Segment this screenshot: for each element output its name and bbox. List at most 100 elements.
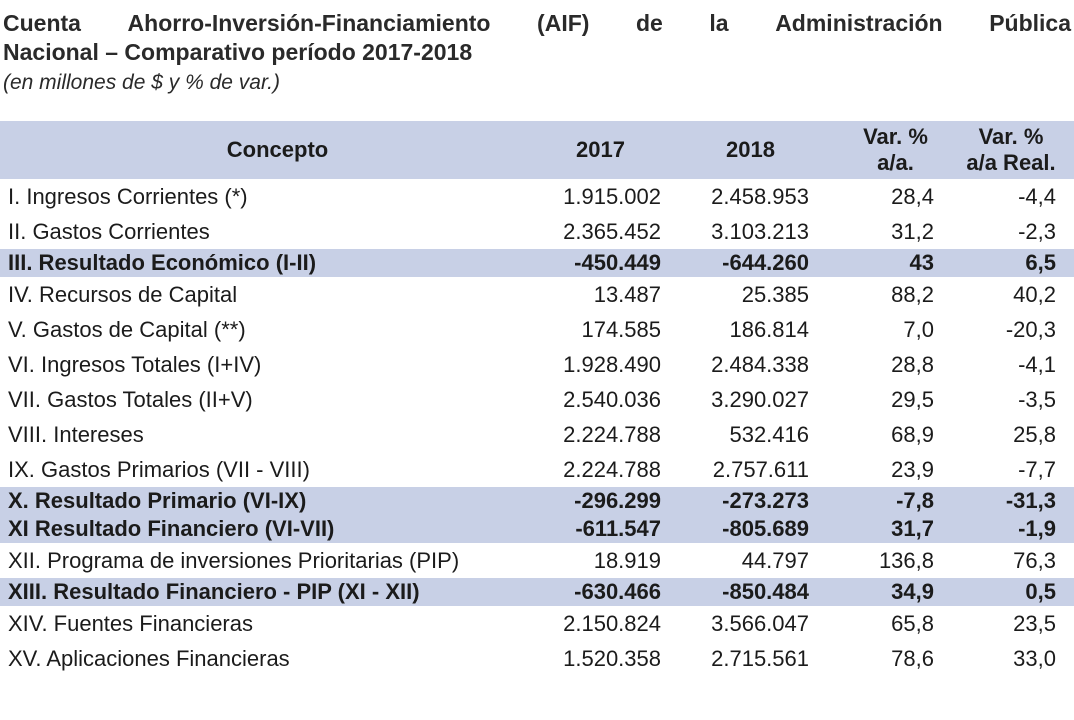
cell-2017: 2.224.788 <box>563 456 661 482</box>
cell-concepto: V. Gastos de Capital (**) <box>8 316 246 342</box>
cell-var-real: -7,7 <box>1018 456 1056 482</box>
table-row: VI. Ingresos Totales (I+IV) 1.928.490 2.48… <box>0 347 1074 382</box>
cell-concepto: II. Gastos Corrientes <box>8 218 210 244</box>
cell-var-aa: -7,8 <box>896 488 934 513</box>
title-word: Ahorro-Inversión-Financiamiento <box>127 10 491 36</box>
cell-2017: 174.585 <box>581 316 661 342</box>
cell-concepto: XI Resultado Financiero (VI-VII) <box>8 516 335 541</box>
cell-var-real: -2,3 <box>1018 218 1056 244</box>
cell-var-aa: 43 <box>909 250 934 275</box>
header-var-real: Var. % a/a Real. <box>938 121 1074 179</box>
table-row: VIII. Intereses 2.224.788 532.416 68,9 25,8 <box>0 417 1074 452</box>
cell-var-aa: 65,8 <box>891 610 934 636</box>
title-word: la <box>709 10 729 36</box>
cell-2018: 186.814 <box>729 316 809 342</box>
cell-2017: 1.928.490 <box>563 351 661 377</box>
cell-concepto: VIII. Intereses <box>8 421 144 447</box>
cell-concepto: VI. Ingresos Totales (I+IV) <box>8 351 262 377</box>
cell-2018: 2.458.953 <box>711 183 809 209</box>
cell-var-aa: 23,9 <box>891 456 934 482</box>
cell-concepto: XII. Programa de inversiones Prioritaria… <box>8 547 460 573</box>
cell-concepto: IX. Gastos Primarios (VII - VIII) <box>8 456 310 482</box>
cell-2018: 3.103.213 <box>711 218 809 244</box>
subtitle: (en millones de $ y % de var.) <box>3 71 281 94</box>
table-row: XII. Programa de inversiones Prioritaria… <box>0 543 1074 578</box>
cell-var-aa: 34,9 <box>891 579 934 604</box>
table-row: II. Gastos Corrientes 2.365.452 3.103.213 3… <box>0 214 1074 249</box>
table-row: V. Gastos de Capital (**) 174.585 186.814 7… <box>0 312 1074 347</box>
table-row: XV. Aplicaciones Financieras 1.520.358 2.7… <box>0 641 1074 676</box>
cell-concepto: VII. Gastos Totales (II+V) <box>8 386 253 412</box>
cell-2017: 1.520.358 <box>563 645 661 671</box>
header-var-real-line2: a/a Real. <box>966 150 1056 175</box>
cell-var-aa: 29,5 <box>891 386 934 412</box>
cell-var-real: -1,9 <box>1018 516 1056 541</box>
cell-2018: 2.757.611 <box>712 456 809 482</box>
table-row: VII. Gastos Totales (II+V) 2.540.036 3.290… <box>0 382 1074 417</box>
cell-2018: -850.484 <box>722 579 809 604</box>
cell-concepto: XV. Aplicaciones Financieras <box>8 645 290 671</box>
cell-var-real: 23,5 <box>1013 610 1056 636</box>
header-var-aa: Var. % a/a. <box>813 121 938 179</box>
cell-concepto: III. Resultado Económico (I-II) <box>8 250 317 275</box>
cell-2018: 3.566.047 <box>711 610 809 636</box>
cell-2018: 25.385 <box>741 281 809 307</box>
title-word: (AIF) <box>537 10 590 36</box>
cell-var-real: -4,4 <box>1018 183 1056 209</box>
table-row: XI Resultado Financiero (VI-VII) -611.547… <box>0 515 1074 543</box>
title-word: Pública <box>989 10 1071 36</box>
cell-var-real: 25,8 <box>1013 421 1056 447</box>
table-row: IX. Gastos Primarios (VII - VIII) 2.224.7… <box>0 452 1074 487</box>
cell-2017: -296.299 <box>574 488 661 513</box>
cell-2017: -630.466 <box>574 579 661 604</box>
cell-2017: -611.547 <box>575 516 661 541</box>
cell-var-aa: 31,2 <box>891 218 934 244</box>
header-2018: 2018 <box>665 121 813 179</box>
title-word: de <box>636 10 663 36</box>
cell-var-real: 6,5 <box>1025 250 1056 275</box>
table-row: III. Resultado Económico (I-II) -450.449 -… <box>0 249 1074 277</box>
cell-var-aa: 68,9 <box>891 421 934 447</box>
cell-2017: 13.487 <box>593 281 661 307</box>
cell-2017: 2.224.788 <box>563 421 661 447</box>
header-2017: 2017 <box>535 121 665 179</box>
cell-var-real: -31,3 <box>1005 488 1056 513</box>
table-row: I. Ingresos Corrientes (*) 1.915.002 2.458… <box>0 179 1074 214</box>
cell-2017: 2.365.452 <box>563 218 661 244</box>
cell-var-aa: 88,2 <box>891 281 934 307</box>
cell-var-aa: 78,6 <box>891 645 934 671</box>
table-row: X. Resultado Primario (VI-IX) -296.299 -27… <box>0 487 1074 515</box>
cell-2017: 2.150.824 <box>563 610 661 636</box>
table-body: I. Ingresos Corrientes (*) 1.915.002 2.458… <box>0 179 1074 676</box>
cell-2017: 18.919 <box>593 547 661 573</box>
header-var-aa-line2: a/a. <box>877 150 914 175</box>
table-row: IV. Recursos de Capital 13.487 25.385 88,2 4… <box>0 277 1074 312</box>
title-word: Administración <box>775 10 943 36</box>
cell-2017: 1.915.002 <box>563 183 661 209</box>
cell-var-aa: 28,4 <box>891 183 934 209</box>
cell-2018: 2.715.561 <box>711 645 809 671</box>
cell-2017: -450.449 <box>574 250 661 275</box>
cell-concepto: IV. Recursos de Capital <box>8 281 238 307</box>
cell-2018: -644.260 <box>722 250 809 275</box>
cell-concepto: X. Resultado Primario (VI-IX) <box>8 488 307 513</box>
cell-var-real: -3,5 <box>1018 386 1056 412</box>
cell-var-real: 33,0 <box>1013 645 1056 671</box>
cell-concepto: I. Ingresos Corrientes (*) <box>8 183 248 209</box>
cell-2018: 532.416 <box>729 421 809 447</box>
cell-2018: -273.273 <box>722 488 809 513</box>
cell-var-aa: 31,7 <box>891 516 934 541</box>
cell-var-aa: 7,0 <box>903 316 934 342</box>
cell-concepto: XIV. Fuentes Financieras <box>8 610 253 636</box>
cell-var-real: 76,3 <box>1013 547 1056 573</box>
cell-2018: 2.484.338 <box>711 351 809 377</box>
cell-var-real: -20,3 <box>1005 316 1056 342</box>
cell-var-aa: 136,8 <box>878 547 934 573</box>
aif-table: Concepto 2017 2018 Var. % a/a. Var. % a/… <box>0 121 1074 676</box>
cell-var-real: 40,2 <box>1013 281 1056 307</box>
cell-2017: 2.540.036 <box>563 386 661 412</box>
title-line-1: Cuenta Ahorro-Inversión-Financiamiento (… <box>3 9 1071 38</box>
cell-var-real: -4,1 <box>1018 351 1056 377</box>
table-header-row: Concepto 2017 2018 Var. % a/a. Var. % a/… <box>0 121 1074 179</box>
cell-2018: -805.689 <box>722 516 809 541</box>
